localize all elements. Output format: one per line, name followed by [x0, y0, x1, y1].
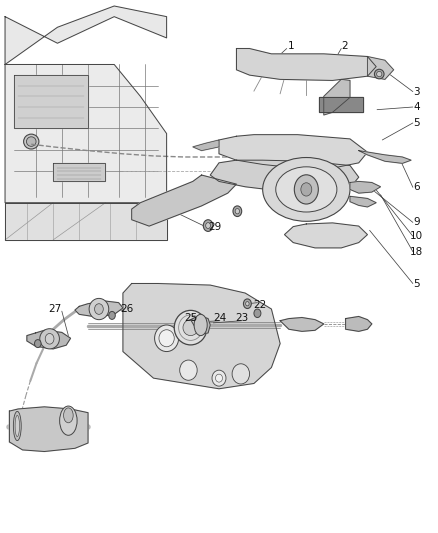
Ellipse shape: [374, 69, 384, 79]
Ellipse shape: [244, 299, 251, 309]
Ellipse shape: [95, 304, 103, 314]
Ellipse shape: [232, 364, 250, 384]
Ellipse shape: [212, 370, 226, 386]
Polygon shape: [280, 318, 324, 332]
Polygon shape: [132, 175, 237, 226]
Ellipse shape: [206, 223, 211, 229]
Polygon shape: [5, 6, 166, 64]
Polygon shape: [191, 316, 210, 335]
Polygon shape: [350, 181, 381, 193]
Ellipse shape: [15, 415, 19, 437]
Ellipse shape: [150, 198, 157, 207]
Ellipse shape: [26, 137, 36, 147]
Ellipse shape: [109, 311, 115, 319]
Text: 26: 26: [120, 304, 133, 314]
Polygon shape: [324, 79, 350, 115]
Ellipse shape: [24, 134, 39, 149]
Ellipse shape: [301, 183, 312, 196]
Text: 5: 5: [413, 279, 420, 288]
Polygon shape: [75, 301, 123, 317]
Text: 2: 2: [342, 41, 348, 51]
Text: 25: 25: [184, 313, 197, 323]
Ellipse shape: [174, 310, 207, 345]
Ellipse shape: [194, 314, 207, 336]
Polygon shape: [10, 411, 18, 442]
Ellipse shape: [377, 71, 382, 77]
Text: 6: 6: [413, 182, 420, 192]
Text: 18: 18: [410, 247, 423, 256]
Text: 1: 1: [288, 41, 295, 51]
Ellipse shape: [203, 220, 213, 231]
Ellipse shape: [60, 406, 77, 435]
Polygon shape: [210, 160, 359, 192]
Polygon shape: [367, 56, 394, 79]
Polygon shape: [285, 223, 367, 248]
Ellipse shape: [180, 360, 197, 380]
Text: 29: 29: [208, 222, 221, 232]
Ellipse shape: [235, 208, 240, 214]
Ellipse shape: [263, 158, 350, 221]
Text: 4: 4: [413, 102, 420, 112]
Ellipse shape: [40, 329, 60, 349]
Polygon shape: [346, 317, 372, 332]
Polygon shape: [193, 140, 219, 151]
Text: 23: 23: [235, 313, 248, 323]
Text: 24: 24: [213, 313, 226, 323]
Ellipse shape: [89, 298, 109, 320]
Ellipse shape: [233, 206, 242, 216]
Ellipse shape: [215, 374, 223, 382]
Polygon shape: [350, 196, 376, 207]
Polygon shape: [219, 135, 367, 168]
Ellipse shape: [45, 334, 54, 344]
Ellipse shape: [276, 167, 337, 212]
Text: 27: 27: [49, 304, 62, 314]
Ellipse shape: [294, 175, 318, 204]
Ellipse shape: [254, 309, 261, 318]
Polygon shape: [237, 49, 376, 80]
Polygon shape: [319, 98, 363, 112]
Polygon shape: [123, 284, 280, 389]
Text: 22: 22: [254, 300, 267, 310]
Ellipse shape: [13, 411, 21, 441]
Polygon shape: [27, 330, 71, 349]
Ellipse shape: [155, 325, 179, 352]
Polygon shape: [5, 64, 166, 203]
Ellipse shape: [159, 330, 174, 347]
Text: 10: 10: [410, 231, 423, 241]
Polygon shape: [10, 407, 88, 451]
Polygon shape: [359, 151, 411, 164]
Text: 5: 5: [413, 118, 420, 128]
Text: 9: 9: [413, 217, 420, 228]
Polygon shape: [5, 203, 166, 240]
Ellipse shape: [152, 200, 155, 205]
Text: 3: 3: [413, 86, 420, 96]
Polygon shape: [14, 75, 88, 128]
Ellipse shape: [183, 320, 198, 336]
Polygon shape: [53, 163, 106, 181]
Ellipse shape: [246, 302, 249, 306]
Ellipse shape: [64, 408, 73, 423]
Ellipse shape: [35, 340, 41, 348]
